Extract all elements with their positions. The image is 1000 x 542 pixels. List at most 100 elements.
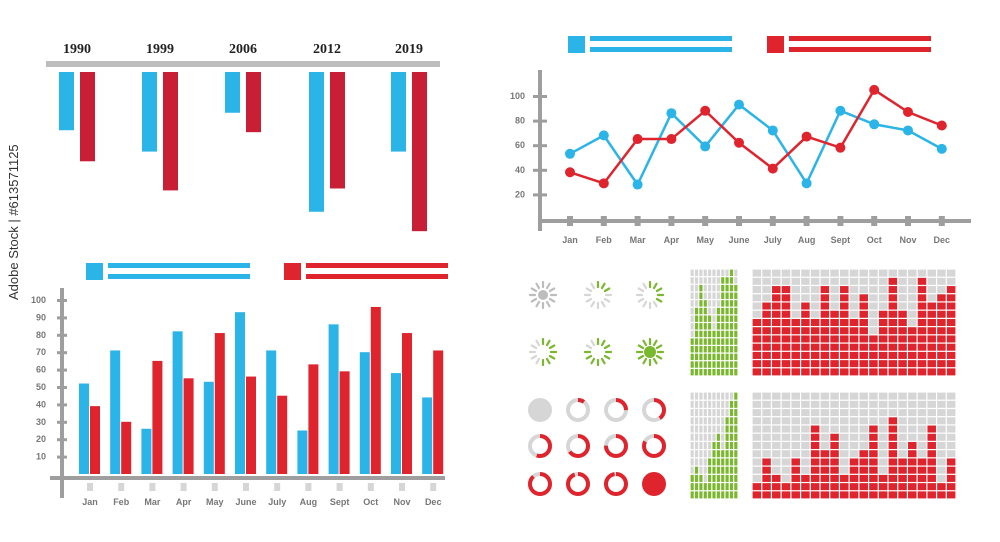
grid4-cell [849, 474, 859, 482]
grid2-cell [888, 310, 898, 318]
grid4-cell [888, 441, 898, 450]
grid1-cell [725, 300, 729, 307]
grid2-cell [762, 286, 771, 294]
grid1-cell [690, 315, 694, 322]
grid3-cell [690, 450, 694, 458]
grid3-cell [734, 400, 738, 408]
grid4-cell [927, 400, 936, 408]
grid3-cell [725, 458, 729, 466]
line-y-label-60: 60 [515, 140, 525, 150]
line-x-tick-Sept [837, 216, 844, 226]
spinner2-segment [603, 287, 611, 293]
line-y-tick-80 [533, 119, 547, 123]
grid4-cell [908, 441, 917, 450]
grid3-cell [729, 458, 734, 466]
line-y-label-100: 100 [510, 91, 525, 101]
grid4-cell [946, 400, 956, 408]
grid2-cell [791, 318, 800, 327]
grid1-cell [734, 323, 738, 330]
bar-red-Nov [402, 333, 412, 474]
spinner5-segment [600, 357, 606, 365]
grid4-cell [772, 425, 781, 433]
grid1-cell [721, 330, 725, 338]
grid4-cell [781, 483, 791, 491]
grid3-cell [708, 433, 712, 441]
grid1-cell [721, 338, 725, 345]
bar-blue-Apr [172, 331, 183, 474]
grid3-cell [734, 433, 738, 441]
bar-blue-Sept [328, 324, 339, 474]
grid1-cell [708, 361, 712, 368]
grid2-cell [946, 343, 956, 351]
grid2-cell [810, 368, 820, 376]
bar-red-Oct [370, 306, 381, 474]
grid4-cell [791, 417, 800, 425]
grid3-cell [708, 400, 712, 408]
grid3-cell [721, 466, 725, 474]
grid4-cell [888, 433, 898, 441]
grid2-cell [849, 294, 859, 302]
bar-blue-2012 [309, 72, 324, 212]
grid4-cell [791, 483, 800, 491]
grid4-cell [772, 458, 781, 466]
bar-chart-blue-legend-line-top [108, 263, 250, 268]
grid2-cell [781, 310, 791, 318]
grid1-cell [703, 361, 707, 368]
grid3-cell [721, 458, 725, 466]
grid2-cell [908, 269, 917, 277]
bar-blue-Aug [297, 430, 308, 474]
grid1-cell [708, 315, 712, 322]
grid1-cell [729, 284, 734, 292]
grid2-cell [927, 310, 936, 318]
grid1-cell [703, 269, 707, 277]
grid4-cell [869, 466, 878, 474]
grid2-cell [830, 360, 839, 368]
grid3-cell [690, 458, 694, 466]
grid2-cell [801, 277, 810, 285]
grid2-cell [898, 327, 907, 335]
line-point-blue-Nov [903, 125, 913, 136]
grid4-cell [849, 400, 859, 408]
grid4-cell [762, 433, 771, 441]
grid2-cell [878, 277, 888, 285]
line-y-tick-100 [533, 95, 547, 98]
grid2-cell [849, 343, 859, 351]
grid4-cell [869, 458, 878, 466]
year-label-1999: 1999 [146, 42, 174, 57]
grid4-cell [898, 425, 907, 433]
grid4-cell [917, 474, 927, 482]
grid4-cell [830, 425, 839, 433]
grid2-cell [772, 286, 781, 294]
grid1-cell [725, 284, 729, 292]
grid2-cell [908, 294, 917, 302]
grid3-cell [734, 458, 738, 466]
spinner4-segment [530, 344, 538, 350]
ring1-empty [528, 398, 552, 422]
line-x-tick-Apr [668, 216, 675, 226]
grid3-cell [712, 417, 716, 425]
grid2-cell [869, 327, 878, 335]
bar-x-tick-May [211, 483, 218, 491]
grid4-cell [801, 491, 810, 499]
grid4-cell [937, 409, 946, 417]
grid4-cell [927, 425, 936, 433]
grid4-cell [908, 491, 917, 499]
grid3-cell [712, 474, 716, 482]
grid1-cell [725, 307, 729, 315]
line-point-red-Sept [835, 142, 846, 153]
spinner2-segment [590, 300, 596, 308]
grid1-cell [690, 292, 694, 299]
grid4-cell [820, 425, 830, 433]
grid2-cell [869, 302, 878, 310]
grid1-cell [699, 277, 703, 284]
grid2-cell [946, 368, 956, 376]
line-x-label-July: July [764, 235, 782, 245]
grid4-cell [859, 466, 868, 474]
grid2-cell [752, 310, 762, 318]
grid2-cell [840, 343, 849, 351]
grid2-cell [888, 269, 898, 277]
spinner5-segment [603, 354, 611, 360]
bar-red-1990 [80, 72, 95, 162]
grid1-cell [703, 330, 707, 338]
grid4-cell [830, 417, 839, 425]
